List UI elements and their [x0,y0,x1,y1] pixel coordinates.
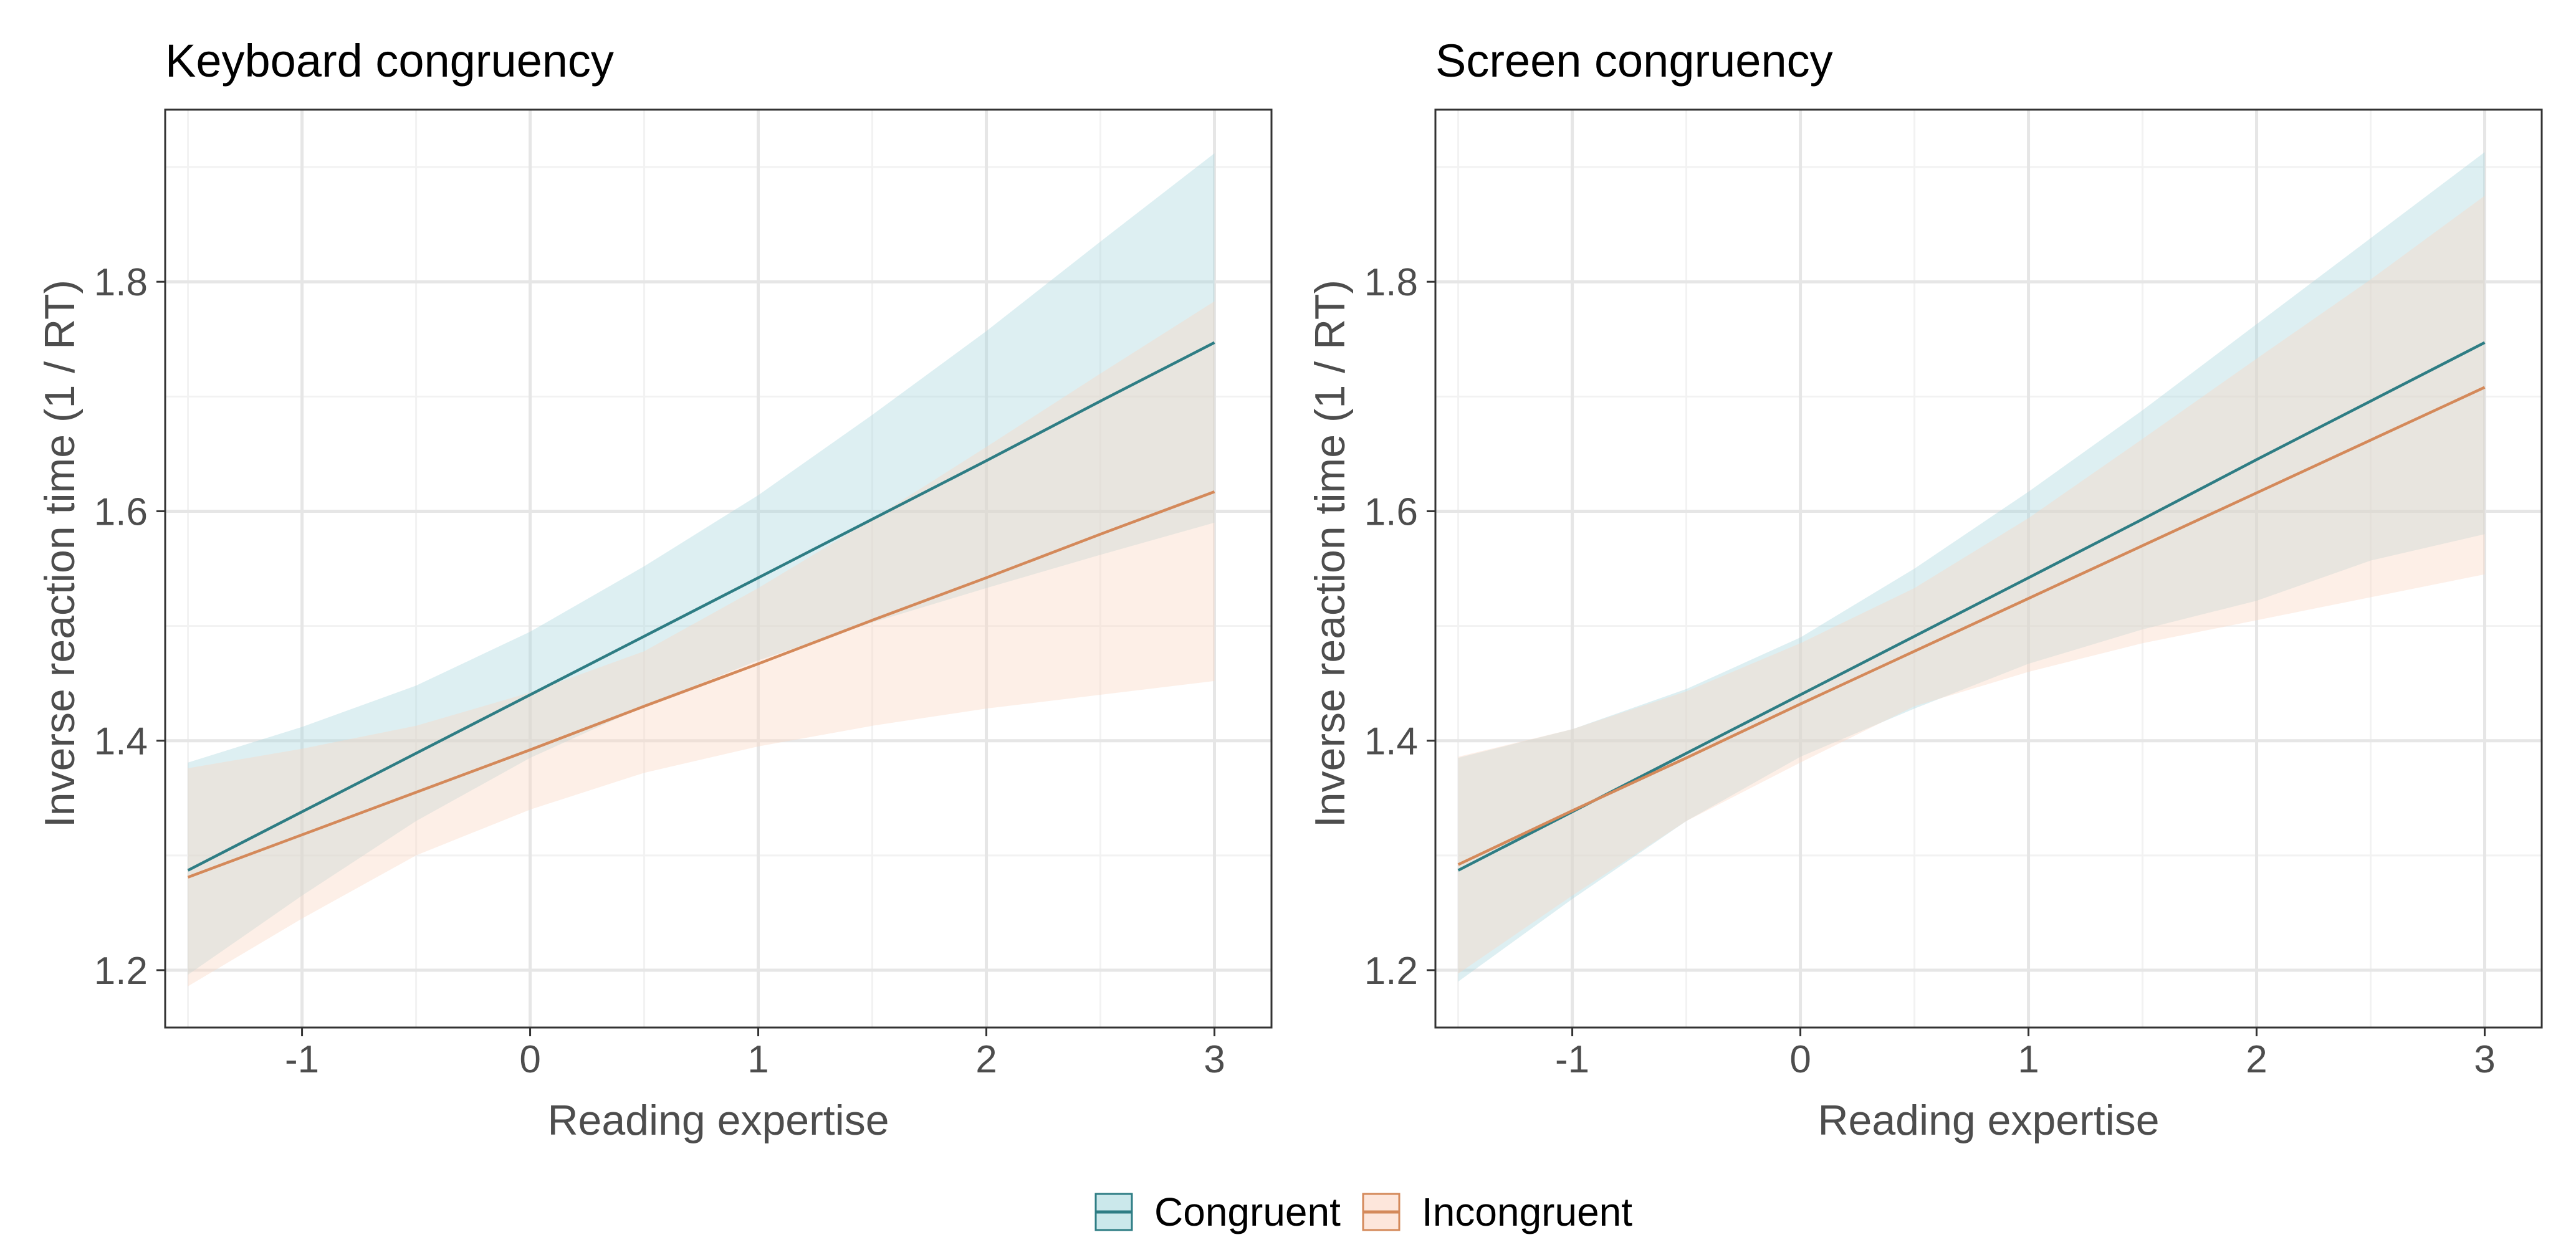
legend-item-incongruent: Incongruent [1362,1190,1632,1234]
confidence-bands [188,153,1215,986]
panel-screen-congruency: Screen congruency -1 0 1 2 3 1.2 1.4 1.6 1.8 Rea… [1306,35,2543,1144]
x-tick-label: 0 [1789,1038,1811,1081]
legend: Congruent Incongruent [1094,1190,1632,1234]
y-tick-label: 1.8 [94,261,148,304]
panel-title: Screen congruency [1435,35,1833,87]
axis-ticks: -1 0 1 2 3 1.2 1.4 1.6 1.8 [94,261,1225,1081]
y-tick-label: 1.6 [94,490,148,533]
x-tick-label: 1 [747,1038,768,1081]
series-lines [1457,341,2486,872]
x-tick-label: -1 [1555,1038,1589,1081]
x-tick-label: 2 [2246,1038,2267,1081]
x-tick-label: 2 [975,1038,997,1081]
series-line-incongruent [187,490,1215,879]
confidence-band-congruent [188,153,1215,975]
x-axis-title: Reading expertise [547,1097,889,1144]
confidence-band-incongruent [188,301,1215,986]
series-line-incongruent [1457,386,2486,866]
series-line-congruent [1457,341,2486,872]
x-tick-label: 3 [1204,1038,1225,1081]
legend-item-congruent: Congruent [1094,1190,1341,1234]
y-axis-title: Inverse reaction time (1 / RT) [36,280,84,828]
grid [1435,110,2542,1028]
axis-ticks: -1 0 1 2 3 1.2 1.4 1.6 1.8 [1364,261,2496,1081]
y-tick-label: 1.2 [1364,950,1418,993]
confidence-bands [1458,152,2485,982]
x-tick-label: 0 [519,1038,540,1081]
confidence-band-congruent [1458,152,2485,982]
series-line-congruent [187,341,1215,872]
series-lines [187,341,1215,879]
legend-label-congruent: Congruent [1154,1190,1341,1234]
y-tick-label: 1.8 [1364,261,1418,304]
x-tick-label: 1 [2018,1038,2039,1081]
confidence-band-incongruent [1458,196,2485,974]
y-axis-title: Inverse reaction time (1 / RT) [1306,280,1354,828]
x-tick-label: 3 [2474,1038,2495,1081]
grid [165,110,1271,1028]
x-tick-label: -1 [285,1038,319,1081]
panel-border [1434,108,2543,1029]
legend-label-incongruent: Incongruent [1422,1190,1632,1234]
y-tick-label: 1.2 [94,950,148,993]
y-tick-label: 1.6 [1364,490,1418,533]
panel-border [164,108,1273,1029]
panel-title: Keyboard congruency [165,35,614,87]
panel-keyboard-congruency: Keyboard congruency -1 0 1 2 3 1.2 1.4 1.6 1.8 R… [36,35,1273,1144]
y-tick-label: 1.4 [1364,720,1418,763]
x-axis-title: Reading expertise [1817,1097,2159,1144]
y-tick-label: 1.4 [94,720,148,763]
